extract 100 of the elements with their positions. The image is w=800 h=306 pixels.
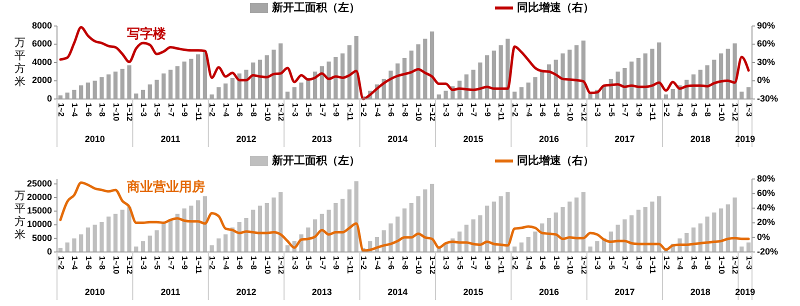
bar bbox=[726, 48, 730, 99]
x-tick-label: 1~6 bbox=[689, 103, 698, 118]
x-tick-label: 1~10 bbox=[262, 103, 272, 122]
y-tick-label: 20000 bbox=[26, 192, 52, 202]
bar bbox=[740, 92, 744, 99]
bar bbox=[79, 85, 84, 99]
x-tick-label: 1~6 bbox=[689, 256, 698, 270]
x-tick-label: 1~5 bbox=[304, 256, 314, 270]
text: 2015 bbox=[463, 134, 484, 144]
bar bbox=[196, 200, 200, 252]
bar bbox=[650, 48, 654, 99]
x-tick-label: 1~10 bbox=[414, 103, 424, 122]
bar bbox=[175, 66, 180, 99]
x-tick-label: 1~4 bbox=[524, 256, 534, 270]
bar bbox=[526, 237, 530, 252]
x-tick-label: 1~11 bbox=[345, 256, 354, 274]
x-tick-label: 1~5 bbox=[152, 256, 162, 270]
bar bbox=[519, 242, 524, 252]
bar bbox=[65, 242, 70, 252]
x-tick-label: 1~12 bbox=[730, 103, 740, 122]
bar bbox=[388, 70, 393, 99]
text: 2016 bbox=[538, 134, 560, 144]
bar bbox=[506, 192, 510, 252]
bar bbox=[574, 45, 579, 99]
x-tick-label: 1~2 bbox=[662, 256, 671, 270]
bar bbox=[182, 62, 186, 99]
bar bbox=[106, 74, 111, 99]
x-tick-label: 1~2 bbox=[662, 103, 671, 118]
text: 2014 bbox=[388, 287, 408, 297]
x-tick-label: 1~12 bbox=[276, 103, 286, 122]
x-tick-label: 1~8 bbox=[703, 256, 712, 270]
x-tick-label: 1~8 bbox=[552, 103, 561, 118]
bar bbox=[162, 223, 166, 252]
text: 2017 bbox=[614, 134, 635, 144]
x-tick-label: 1~4 bbox=[524, 103, 534, 118]
bar bbox=[292, 87, 296, 99]
x-tick-label: 1~7 bbox=[469, 103, 478, 118]
x-tick-label: 1~7 bbox=[620, 256, 630, 270]
bar bbox=[705, 65, 710, 99]
x-tick-label: 1~7 bbox=[620, 103, 630, 118]
x-tick-label: 1~2 bbox=[208, 103, 217, 118]
bar bbox=[326, 210, 331, 252]
x-tick-label: 1~5 bbox=[152, 103, 162, 118]
x-tick-label: 1~10 bbox=[262, 256, 272, 275]
bar bbox=[72, 238, 76, 252]
x-tick-label: 1~7 bbox=[318, 256, 327, 270]
bar bbox=[732, 43, 737, 99]
line-series bbox=[59, 26, 750, 100]
x-tick-label: 1~12 bbox=[730, 256, 740, 275]
bar bbox=[636, 58, 641, 99]
bar bbox=[264, 55, 269, 99]
bar bbox=[140, 241, 146, 252]
bar bbox=[127, 65, 132, 99]
x-tick-label: 1~10 bbox=[716, 256, 726, 275]
x-tick-label: 1~9 bbox=[180, 256, 190, 270]
bar bbox=[92, 80, 97, 99]
x-tick-label: 1~9 bbox=[332, 103, 341, 118]
x-tick-label: 1~4 bbox=[70, 103, 80, 118]
y-tick-label: 2000 bbox=[32, 75, 52, 86]
bar bbox=[106, 216, 111, 252]
bar bbox=[423, 38, 428, 99]
x-tick-label: 1~10 bbox=[716, 103, 726, 122]
bar bbox=[718, 208, 724, 252]
bar bbox=[182, 208, 186, 252]
x-tick-label: 1~11 bbox=[648, 103, 658, 122]
bar bbox=[492, 202, 496, 252]
x-tick-label: 1~4 bbox=[676, 256, 685, 270]
bar bbox=[492, 50, 496, 99]
y-tick-label: 4000 bbox=[32, 56, 52, 67]
y2-tick-label: -30% bbox=[757, 93, 778, 104]
x-tick-label: 1~6 bbox=[538, 103, 548, 118]
x-tick-label: 1~11 bbox=[648, 256, 658, 274]
x-tick-label: 1~2 bbox=[510, 103, 520, 118]
x-tick-label: 1~3 bbox=[290, 256, 300, 270]
y2-tick-label: 90% bbox=[757, 20, 776, 30]
y2-tick-label: 30% bbox=[757, 56, 776, 67]
bar bbox=[113, 72, 118, 99]
x-tick-label: 1~10 bbox=[566, 256, 575, 275]
legend-label: 同比增速（右） bbox=[517, 154, 594, 167]
bar bbox=[540, 70, 544, 99]
bar bbox=[340, 53, 345, 99]
bar bbox=[272, 198, 276, 252]
bar bbox=[430, 184, 434, 252]
bar bbox=[258, 206, 262, 252]
bar bbox=[79, 234, 84, 252]
bar bbox=[533, 77, 538, 99]
bar bbox=[705, 216, 710, 252]
bar bbox=[272, 50, 276, 99]
y2-tick-label: 60% bbox=[757, 38, 776, 49]
x-tick-label: 1~7 bbox=[166, 256, 176, 270]
bar bbox=[189, 206, 194, 252]
x-tick-label: 1~8 bbox=[249, 103, 258, 118]
y-axis-title: 万平方米 bbox=[14, 190, 26, 241]
bar bbox=[574, 198, 579, 252]
x-tick-label: 1~2 bbox=[56, 103, 66, 118]
text: 2011 bbox=[160, 287, 180, 297]
bar bbox=[670, 88, 675, 99]
x-tick-label: 1~11 bbox=[194, 103, 203, 122]
bar bbox=[340, 198, 345, 252]
bar bbox=[140, 90, 146, 99]
